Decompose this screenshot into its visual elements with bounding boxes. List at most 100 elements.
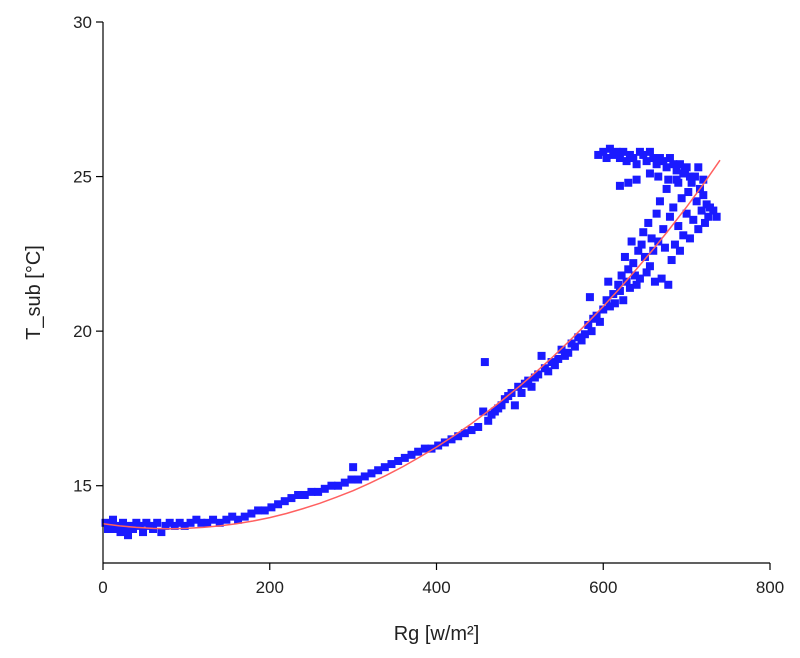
data-point <box>639 228 648 237</box>
data-point <box>659 157 668 166</box>
data-point <box>660 243 669 252</box>
data-point <box>630 271 639 280</box>
data-point <box>527 382 536 391</box>
data-point <box>564 348 573 357</box>
data-point <box>274 500 283 509</box>
data-point <box>622 277 631 286</box>
data-point <box>400 453 409 462</box>
data-point <box>592 311 601 320</box>
data-point <box>637 240 646 249</box>
data-point <box>674 178 683 187</box>
y-tick-label: 20 <box>73 322 92 341</box>
data-point <box>577 336 586 345</box>
data-point <box>135 521 144 530</box>
data-point <box>605 302 614 311</box>
data-point <box>640 252 649 261</box>
x-tick-label: 600 <box>589 578 617 597</box>
data-point <box>454 432 463 441</box>
data-point <box>694 225 703 234</box>
data-point <box>634 246 643 255</box>
data-point <box>622 157 631 166</box>
data-point <box>427 444 436 453</box>
data-point <box>615 181 624 190</box>
data-point <box>657 274 666 283</box>
data-point <box>121 524 130 533</box>
data-point <box>228 512 237 521</box>
data-point <box>106 521 115 530</box>
data-point <box>624 265 633 274</box>
data-point <box>629 259 638 268</box>
data-point <box>467 426 476 435</box>
data-point <box>615 286 624 295</box>
data-point <box>307 487 316 496</box>
data-point <box>615 154 624 163</box>
data-point <box>287 494 296 503</box>
data-point <box>280 497 289 506</box>
ticks: 0 200 400 600 800 15 20 25 30 <box>73 13 784 597</box>
data-point <box>645 169 654 178</box>
data-point <box>692 197 701 206</box>
axes <box>102 22 770 564</box>
data-point <box>474 422 483 431</box>
data-point <box>595 317 604 326</box>
data-point <box>360 472 369 481</box>
data-point <box>484 416 493 425</box>
data-point <box>644 218 653 227</box>
data-point <box>414 447 423 456</box>
data-point <box>320 484 329 493</box>
data-point <box>675 246 684 255</box>
data-point <box>617 271 626 280</box>
data-point <box>665 212 674 221</box>
data-point <box>157 528 166 537</box>
data-point <box>697 206 706 215</box>
data-point <box>510 401 519 410</box>
y-tick-label: 15 <box>73 477 92 496</box>
data-point <box>557 345 566 354</box>
data-point <box>682 209 691 218</box>
data-point <box>627 237 636 246</box>
data-point <box>645 262 654 271</box>
data-point <box>314 487 323 496</box>
data-point <box>584 320 593 329</box>
data-point <box>662 163 671 172</box>
data-point <box>387 460 396 469</box>
data-point <box>664 280 673 289</box>
data-point <box>612 147 621 156</box>
data-point <box>684 188 693 197</box>
data-point <box>669 203 678 212</box>
data-point <box>700 218 709 227</box>
data-point <box>534 370 543 379</box>
data-point <box>614 280 623 289</box>
data-point <box>347 475 356 484</box>
data-point <box>624 178 633 187</box>
data-point <box>460 429 469 438</box>
fit-curve <box>102 159 721 530</box>
data-point <box>234 515 243 524</box>
data-point <box>699 191 708 200</box>
data-point <box>349 463 358 472</box>
data-point <box>240 512 249 521</box>
data-point <box>704 212 713 221</box>
data-point <box>649 154 658 163</box>
data-point <box>109 515 118 524</box>
data-point <box>447 435 456 444</box>
data-point <box>645 147 654 156</box>
data-point <box>300 490 309 499</box>
data-point <box>180 521 189 530</box>
data-point <box>354 475 363 484</box>
data-point <box>587 327 596 336</box>
data-point <box>687 178 696 187</box>
data-point <box>267 503 276 512</box>
data-point <box>161 521 170 530</box>
data-point <box>679 231 688 240</box>
data-point <box>649 246 658 255</box>
data-point <box>679 169 688 178</box>
data-point <box>524 376 533 385</box>
data-point <box>690 172 699 181</box>
data-point <box>192 515 201 524</box>
data-point <box>685 234 694 243</box>
data-point <box>599 305 608 314</box>
data-point <box>170 521 179 530</box>
data-point <box>334 481 343 490</box>
